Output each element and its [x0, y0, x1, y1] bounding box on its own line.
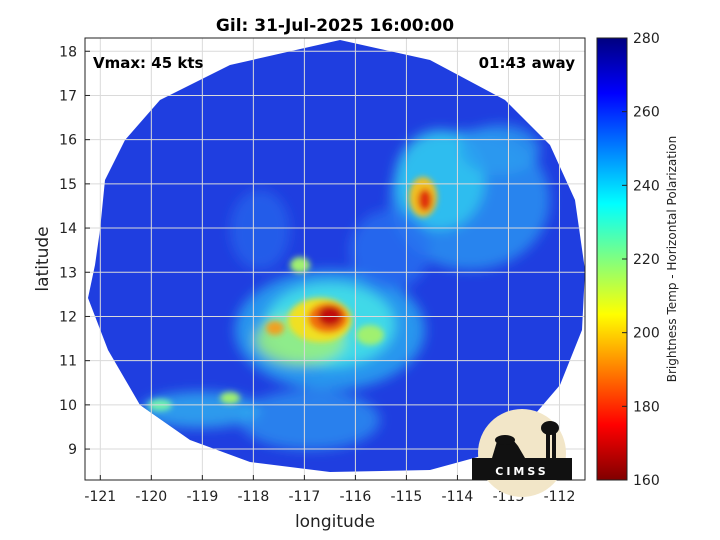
- colorbar-tick-label: 280: [633, 31, 660, 47]
- colorbar-label: Brightness Temp - Horizontal Polarizatio…: [665, 136, 679, 383]
- logo-text: CIMSS: [495, 465, 548, 478]
- cimss-logo: CIMSS: [472, 409, 572, 497]
- colorbar-tick-label: 260: [633, 105, 660, 121]
- y-tick-label: 14: [59, 221, 77, 237]
- colorbar-tick-label: 180: [633, 399, 660, 415]
- x-tick-label: -121: [84, 489, 116, 505]
- x-axis-label: longitude: [295, 512, 375, 532]
- colorbar-tick-label: 160: [633, 473, 660, 489]
- x-tick-label: -112: [544, 489, 576, 505]
- y-tick-label: 12: [59, 309, 77, 325]
- y-tick-label: 15: [59, 177, 77, 193]
- y-tick-label: 17: [59, 88, 77, 104]
- colorbar-tick-label: 240: [633, 178, 660, 194]
- vmax-annotation: Vmax: 45 kts: [93, 54, 203, 72]
- x-tick-label: -119: [186, 489, 218, 505]
- colorbar-ticks: 160 180 200 220 240 260 280: [622, 31, 660, 489]
- x-tick-label: -120: [135, 489, 167, 505]
- y-axis-ticks: 9 10 11 12 13 14 15 16 17 18: [59, 44, 90, 458]
- y-axis-label: latitude: [33, 226, 53, 291]
- time-away-annotation: 01:43 away: [479, 54, 576, 72]
- y-tick-label: 18: [59, 44, 77, 60]
- grid-lines: [85, 38, 585, 480]
- x-tick-label: -118: [237, 489, 269, 505]
- y-tick-label: 16: [59, 133, 77, 149]
- figure-title: Gil: 31-Jul-2025 16:00:00: [216, 16, 454, 36]
- colorbar-tick-label: 200: [633, 326, 660, 342]
- x-tick-label: -117: [288, 489, 320, 505]
- x-tick-label: -115: [391, 489, 423, 505]
- colorbar: 160 180 200 220 240 260 280 Brightness Temp - …: [596, 31, 679, 489]
- colorbar-tick-label: 220: [633, 252, 660, 268]
- y-tick-label: 10: [59, 398, 77, 414]
- y-tick-label: 9: [68, 442, 77, 458]
- y-tick-label: 13: [59, 265, 77, 281]
- x-tick-label: -114: [442, 489, 474, 505]
- x-tick-label: -116: [340, 489, 372, 505]
- brightness-temperature-swath: [88, 40, 585, 472]
- y-tick-label: 11: [59, 354, 77, 370]
- axes-frame: [84, 37, 586, 481]
